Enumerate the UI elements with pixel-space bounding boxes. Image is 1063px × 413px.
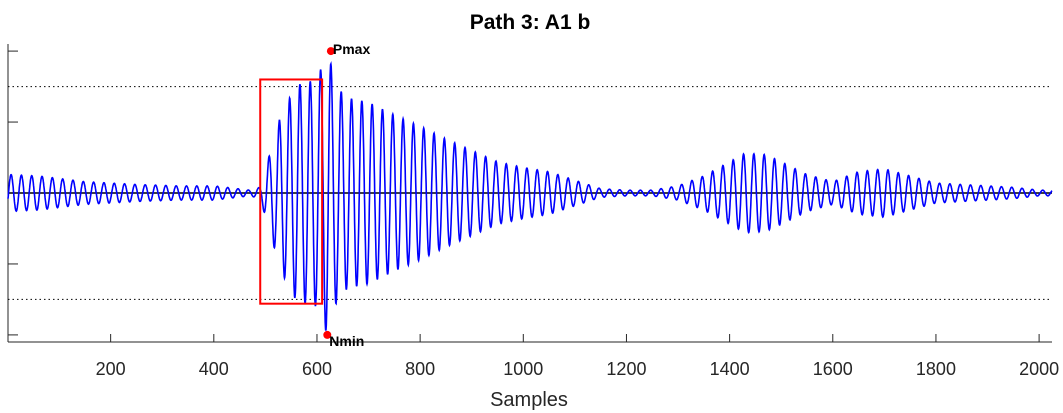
- nmin-label: Nmin: [329, 333, 364, 349]
- x-axis-label: Samples: [490, 389, 568, 411]
- x-tick-label: 1200: [606, 359, 646, 379]
- x-tick-label: 1800: [916, 359, 956, 379]
- analysis-window: [259, 78, 324, 305]
- chart-title: Path 3: A1 b: [470, 11, 591, 34]
- x-tick-label: 400: [199, 359, 229, 379]
- nmin-marker: [323, 330, 332, 339]
- signal-line: [7, 60, 1053, 331]
- x-tick-label: 200: [96, 359, 126, 379]
- x-tick-label: 1000: [503, 359, 543, 379]
- x-tick-label: 1400: [710, 359, 750, 379]
- x-tick-label: 600: [302, 359, 332, 379]
- threshold-lines: [8, 86, 1052, 300]
- pmax-marker: [326, 47, 335, 56]
- x-tick-label: 2000: [1019, 359, 1059, 379]
- plot-area: 200 400 600 800 1000 1200 1400 1600 1800 2000 Pma…: [7, 41, 1059, 379]
- x-ticks: 200 400 600 800 1000 1200 1400 1600 1800 2000: [96, 334, 1059, 379]
- x-tick-label: 800: [405, 359, 435, 379]
- y-ticks: [8, 50, 18, 336]
- pmax-label: Pmax: [333, 41, 371, 57]
- x-tick-label: 1600: [813, 359, 853, 379]
- peak-markers: Pmax Nmin: [323, 41, 370, 349]
